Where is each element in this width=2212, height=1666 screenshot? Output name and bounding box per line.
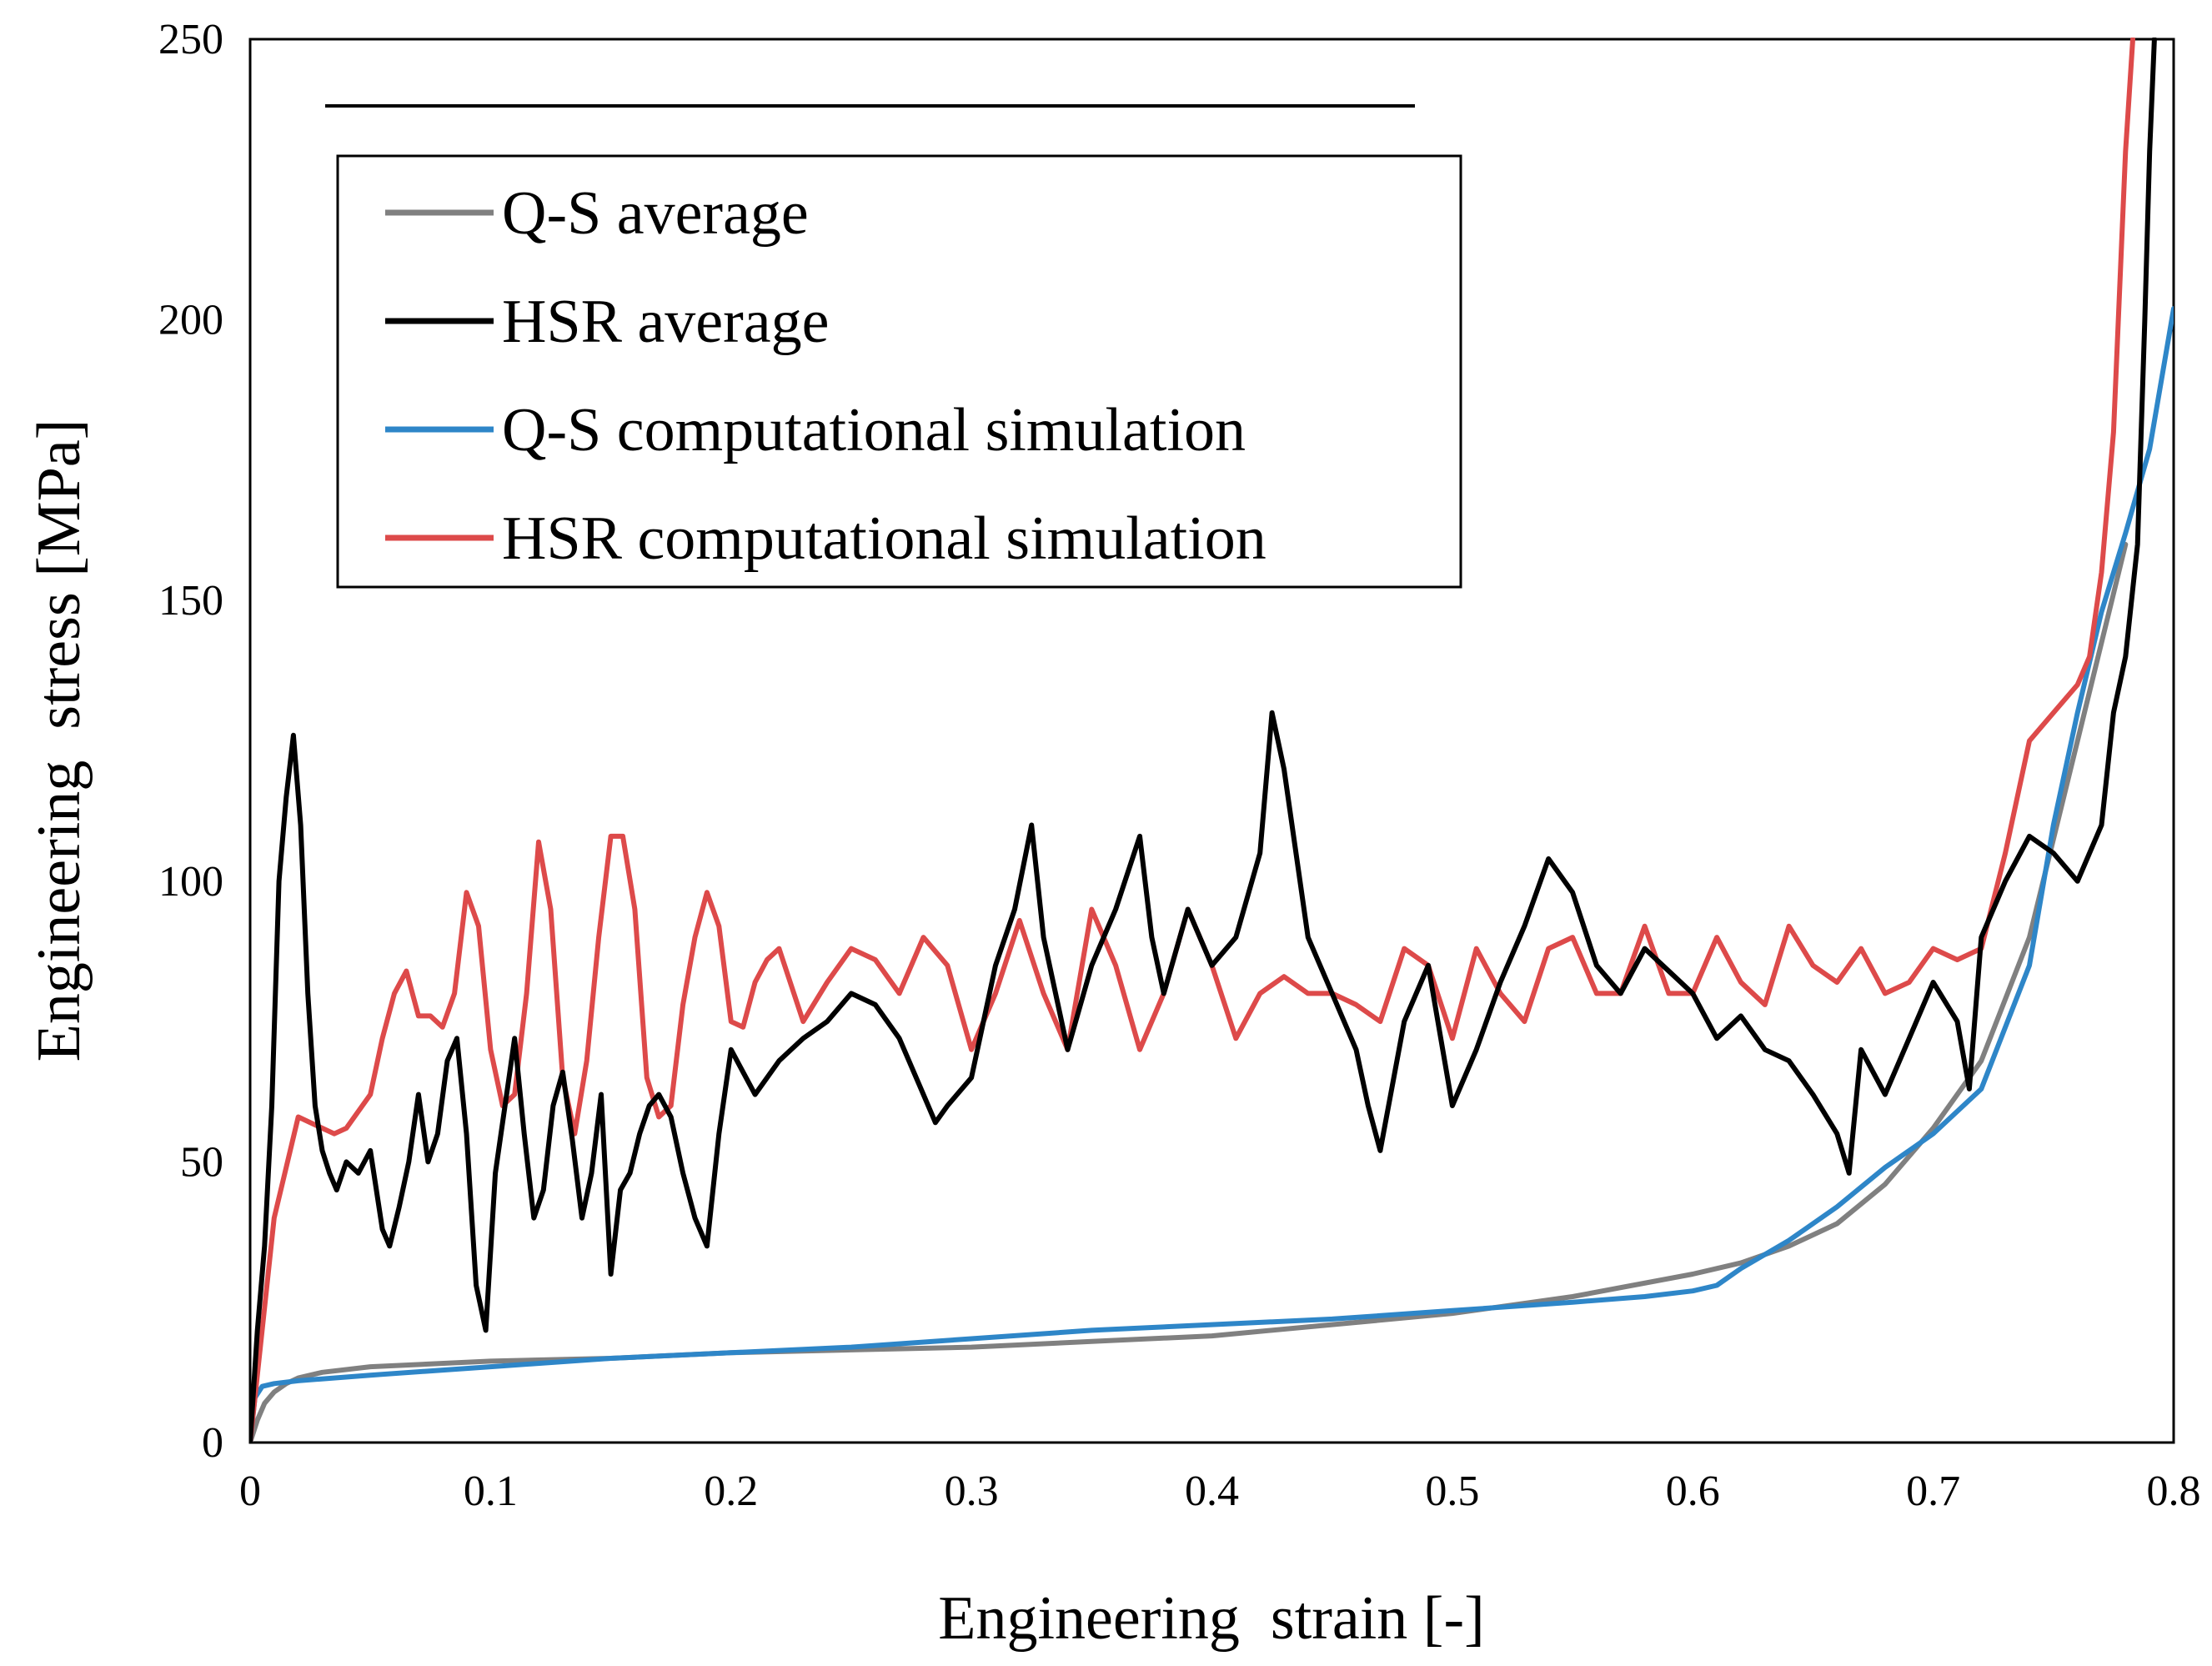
y-axis-title: Engineering stress [MPa] xyxy=(25,419,93,1062)
legend-box xyxy=(336,154,1462,589)
legend-label: Q-S average xyxy=(502,179,809,248)
x-tick-label: 0.5 xyxy=(1425,1468,1479,1515)
x-tick-label: 0.3 xyxy=(945,1468,999,1515)
x-tick-label: 0.6 xyxy=(1666,1468,1720,1515)
legend-label: HSR average xyxy=(502,288,829,356)
series-line-hsr-average xyxy=(250,38,2157,1443)
legend-label: HSR computational simulation xyxy=(502,504,1267,573)
y-tick-label: 50 xyxy=(180,1138,223,1186)
x-tick-label: 0.4 xyxy=(1185,1468,1239,1515)
x-tick-label: 0 xyxy=(239,1468,261,1515)
series-line-hsr-computational-simulation xyxy=(250,38,2135,1443)
legend: Q-S average HSR average Q-S computational … xyxy=(336,154,1462,589)
y-tick-label: 250 xyxy=(158,16,223,63)
y-tick-label: 200 xyxy=(158,297,223,344)
y-tick-label: 0 xyxy=(202,1419,223,1467)
tick-layer: 0 0.1 0.2 0.3 0.4 0.5 0.6 0.7 0.8 0 50 100 150 200 250 xyxy=(158,16,2201,1515)
x-tick-label: 0.2 xyxy=(704,1468,758,1515)
plot-area xyxy=(248,38,2175,1444)
y-tick-label: 100 xyxy=(158,858,223,906)
x-tick-label: 0.8 xyxy=(2147,1468,2201,1515)
x-tick-label: 0.7 xyxy=(1906,1468,1960,1515)
x-axis-title: Engineering strain [-] xyxy=(938,1584,1485,1653)
legend-label: Q-S computational simulation xyxy=(502,396,1246,464)
series-layer xyxy=(250,38,2174,1443)
x-tick-label: 0.1 xyxy=(464,1468,518,1515)
y-tick-label: 150 xyxy=(158,577,223,625)
